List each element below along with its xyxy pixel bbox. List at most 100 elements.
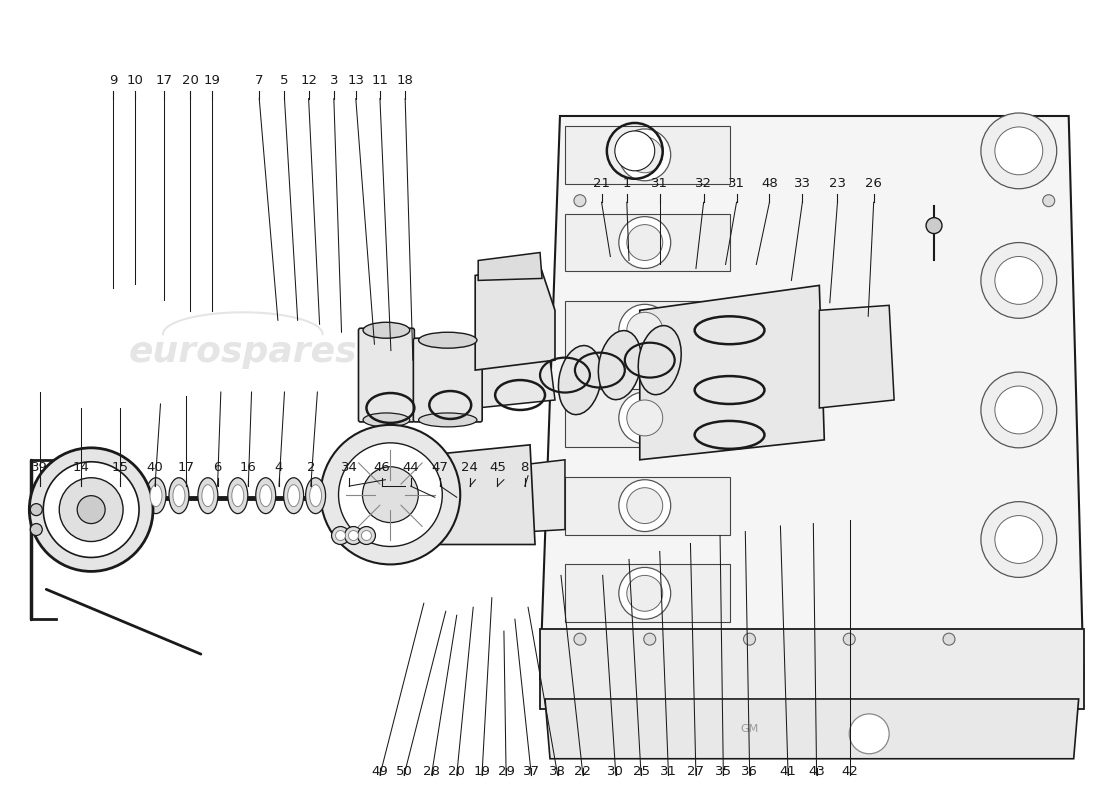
Text: 3: 3 [330, 74, 338, 86]
Text: 40: 40 [146, 461, 164, 474]
Ellipse shape [288, 485, 299, 506]
Circle shape [644, 633, 656, 645]
Circle shape [627, 137, 662, 173]
Polygon shape [361, 360, 556, 420]
Ellipse shape [284, 478, 304, 514]
FancyBboxPatch shape [414, 338, 482, 422]
Circle shape [43, 462, 139, 558]
Text: GM: GM [740, 724, 759, 734]
Circle shape [981, 113, 1057, 189]
Ellipse shape [363, 322, 410, 338]
Circle shape [331, 526, 350, 545]
Circle shape [349, 530, 359, 541]
Polygon shape [565, 565, 729, 622]
Text: 38: 38 [549, 765, 566, 778]
Text: 25: 25 [632, 765, 650, 778]
Text: 35: 35 [715, 765, 732, 778]
Text: 19: 19 [473, 765, 491, 778]
Circle shape [619, 567, 671, 619]
Circle shape [77, 496, 106, 523]
Text: 23: 23 [829, 178, 846, 190]
Ellipse shape [309, 485, 321, 506]
Polygon shape [544, 699, 1079, 758]
Circle shape [844, 633, 855, 645]
Circle shape [849, 714, 889, 754]
Circle shape [994, 127, 1043, 174]
Polygon shape [565, 126, 729, 184]
Ellipse shape [260, 485, 272, 506]
Text: 15: 15 [111, 461, 129, 474]
Text: 7: 7 [255, 74, 264, 86]
Circle shape [994, 515, 1043, 563]
Text: 21: 21 [593, 178, 611, 190]
Circle shape [627, 400, 662, 436]
Circle shape [362, 530, 372, 541]
Polygon shape [481, 460, 565, 534]
Circle shape [339, 443, 442, 546]
Circle shape [619, 480, 671, 531]
Text: 14: 14 [73, 461, 90, 474]
Text: 45: 45 [488, 461, 506, 474]
Text: 18: 18 [397, 74, 414, 86]
Text: 29: 29 [497, 765, 515, 778]
Text: 31: 31 [651, 178, 668, 190]
Circle shape [619, 129, 671, 181]
Text: 30: 30 [607, 765, 625, 778]
Circle shape [994, 386, 1043, 434]
Text: 42: 42 [842, 765, 858, 778]
Text: 17: 17 [177, 461, 195, 474]
Circle shape [627, 225, 662, 261]
Polygon shape [540, 116, 1084, 679]
Text: eurospares: eurospares [579, 335, 807, 369]
Circle shape [619, 392, 671, 444]
Text: 31: 31 [660, 765, 676, 778]
Circle shape [744, 633, 756, 645]
Text: 5: 5 [280, 74, 288, 86]
Polygon shape [475, 266, 556, 370]
Ellipse shape [363, 413, 410, 427]
Text: 39: 39 [32, 461, 48, 474]
Polygon shape [565, 214, 729, 271]
Circle shape [1043, 194, 1055, 206]
Text: 11: 11 [372, 74, 388, 86]
Circle shape [31, 523, 42, 535]
Circle shape [619, 304, 671, 356]
Text: 1: 1 [623, 178, 631, 190]
Circle shape [574, 633, 586, 645]
Ellipse shape [228, 478, 248, 514]
Ellipse shape [255, 478, 276, 514]
Text: 36: 36 [741, 765, 758, 778]
Circle shape [619, 217, 671, 269]
Polygon shape [540, 630, 1084, 709]
Text: 9: 9 [109, 74, 118, 86]
Circle shape [358, 526, 375, 545]
Text: 47: 47 [432, 461, 449, 474]
Circle shape [981, 242, 1057, 318]
Ellipse shape [169, 478, 189, 514]
Circle shape [31, 504, 42, 515]
Polygon shape [565, 477, 729, 534]
Circle shape [363, 466, 418, 522]
FancyBboxPatch shape [359, 328, 415, 422]
Text: 12: 12 [300, 74, 317, 86]
Text: 13: 13 [348, 74, 364, 86]
Ellipse shape [150, 485, 162, 506]
Text: 41: 41 [780, 765, 796, 778]
Text: 8: 8 [520, 461, 529, 474]
Polygon shape [565, 302, 729, 359]
Text: 31: 31 [728, 178, 745, 190]
Circle shape [615, 131, 654, 170]
Circle shape [627, 488, 662, 523]
Circle shape [981, 502, 1057, 578]
Circle shape [574, 194, 586, 206]
Polygon shape [478, 253, 542, 281]
Text: eurospares: eurospares [129, 335, 358, 369]
Circle shape [926, 218, 942, 234]
Text: 19: 19 [204, 74, 220, 86]
Text: 48: 48 [761, 178, 778, 190]
Text: 10: 10 [126, 74, 144, 86]
Text: 26: 26 [866, 178, 882, 190]
Circle shape [59, 478, 123, 542]
Ellipse shape [232, 485, 244, 506]
Circle shape [981, 372, 1057, 448]
